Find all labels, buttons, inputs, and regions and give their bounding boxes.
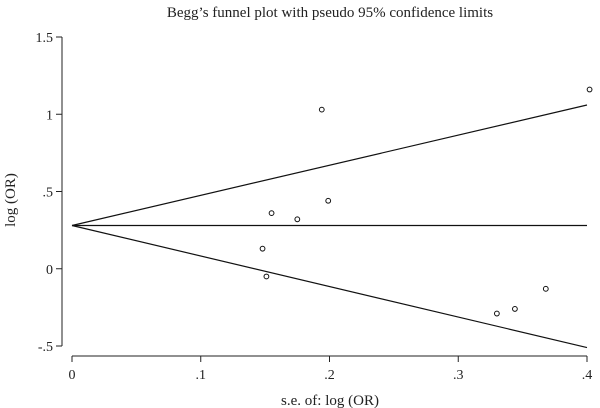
data-point bbox=[268, 210, 275, 217]
data-point bbox=[259, 245, 266, 252]
x-tick-label: .1 bbox=[196, 368, 207, 383]
funnel-lines bbox=[71, 104, 588, 349]
upper-confidence-limit-line bbox=[71, 104, 588, 227]
x-axis-ticks: 0 .1 .2 .3 .4 bbox=[69, 356, 593, 383]
data-point bbox=[493, 310, 500, 317]
data-point bbox=[294, 216, 301, 223]
data-point bbox=[263, 273, 270, 280]
y-tick-label: .5 bbox=[43, 186, 54, 201]
x-axis-label: s.e. of: log (OR) bbox=[281, 393, 379, 408]
data-point bbox=[542, 285, 549, 292]
x-tick-label: .4 bbox=[582, 368, 593, 383]
y-tick-label: 1.5 bbox=[36, 31, 54, 46]
y-axis-label: log (OR) bbox=[3, 173, 19, 227]
y-tick-label: 1 bbox=[46, 108, 53, 123]
data-point bbox=[512, 306, 518, 312]
x-tick-label: .3 bbox=[453, 368, 464, 383]
y-tick-label: 0 bbox=[46, 263, 53, 278]
data-point bbox=[586, 86, 593, 93]
y-tick-label: -.5 bbox=[38, 340, 53, 355]
data-point bbox=[318, 106, 325, 113]
data-points bbox=[259, 86, 593, 317]
y-axis-ticks: -.5 0 .5 1 1.5 bbox=[36, 31, 62, 355]
lower-confidence-limit-line bbox=[71, 224, 588, 349]
chart-title: Begg’s funnel plot with pseudo 95% confi… bbox=[167, 5, 493, 21]
x-tick-label: 0 bbox=[69, 368, 76, 383]
data-point bbox=[325, 197, 332, 204]
x-tick-label: .2 bbox=[324, 368, 335, 383]
